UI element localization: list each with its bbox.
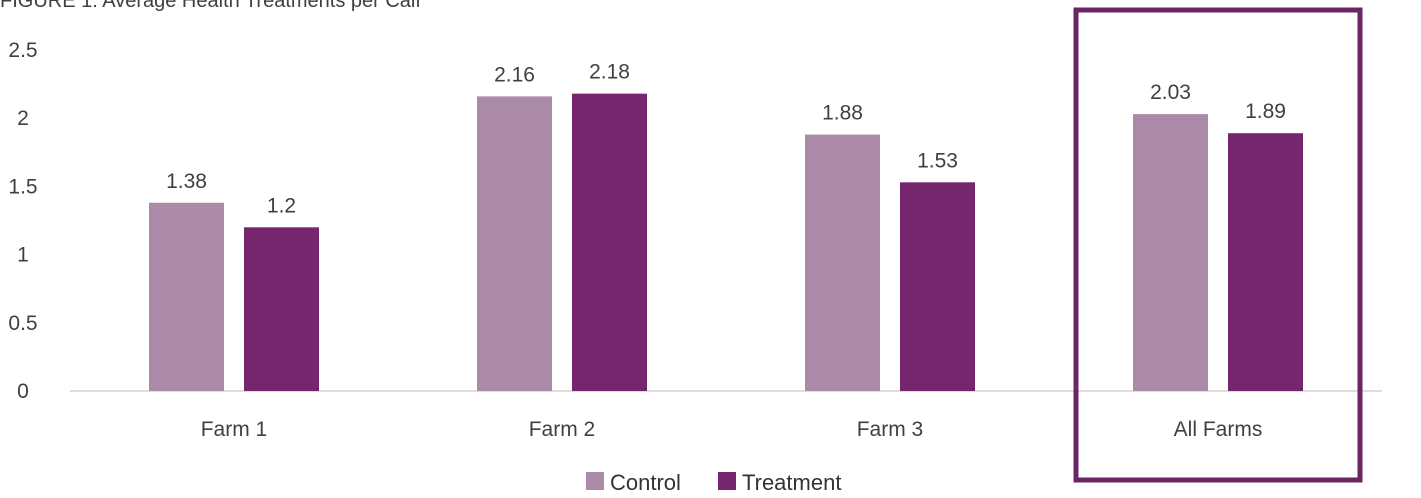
value-label-treatment-farm-1: 1.2 — [267, 194, 296, 217]
value-label-control-farm-2: 2.16 — [494, 63, 535, 86]
legend-label-treatment: Treatment — [742, 470, 841, 495]
bars-group — [149, 93, 1303, 392]
bar-control-farm-1 — [149, 202, 224, 391]
y-axis-ticks: 0 0.5 1 1.5 2 2.5 — [8, 39, 37, 403]
value-label-control-all-farms: 2.03 — [1150, 81, 1191, 104]
category-label: Farm 3 — [857, 418, 924, 441]
category-label: Farm 2 — [529, 418, 596, 441]
y-tick-label: 1.5 — [8, 175, 37, 198]
all-farms-highlight-box — [1073, 7, 1363, 483]
bar-treatment-farm-3 — [900, 182, 975, 391]
value-label-treatment-farm-2: 2.18 — [589, 61, 630, 84]
y-tick-label: 2.5 — [8, 39, 37, 62]
bar-control-all-farms — [1133, 114, 1208, 391]
y-tick-label: 2 — [17, 107, 29, 130]
bar-control-farm-2 — [477, 96, 552, 391]
value-label-treatment-farm-3: 1.53 — [917, 149, 958, 172]
bar-treatment-farm-1 — [244, 227, 319, 391]
category-label: All Farms — [1174, 418, 1263, 441]
bar-treatment-all-farms — [1228, 133, 1303, 392]
value-label-control-farm-3: 1.88 — [822, 102, 863, 125]
category-label: Farm 1 — [201, 418, 268, 441]
value-labels-group: 1.38 1.2 2.16 2.18 1.88 1.53 2.03 1.89 — [166, 61, 1286, 218]
legend-label-control: Control — [610, 470, 681, 495]
legend-swatch-treatment — [718, 472, 736, 490]
y-tick-label: 1 — [17, 244, 29, 267]
bar-control-farm-3 — [805, 134, 880, 391]
chart-title: FIGURE 1: Average Health Treatments per … — [0, 0, 421, 12]
legend: Control Treatment — [586, 470, 841, 495]
y-tick-label: 0 — [17, 380, 29, 403]
category-labels-group: Farm 1 Farm 2 Farm 3 All Farms — [201, 418, 1263, 441]
value-label-control-farm-1: 1.38 — [166, 170, 207, 193]
value-label-treatment-all-farms: 1.89 — [1245, 100, 1286, 123]
bar-treatment-farm-2 — [572, 93, 647, 391]
legend-swatch-control — [586, 472, 604, 490]
y-tick-label: 0.5 — [8, 312, 37, 335]
